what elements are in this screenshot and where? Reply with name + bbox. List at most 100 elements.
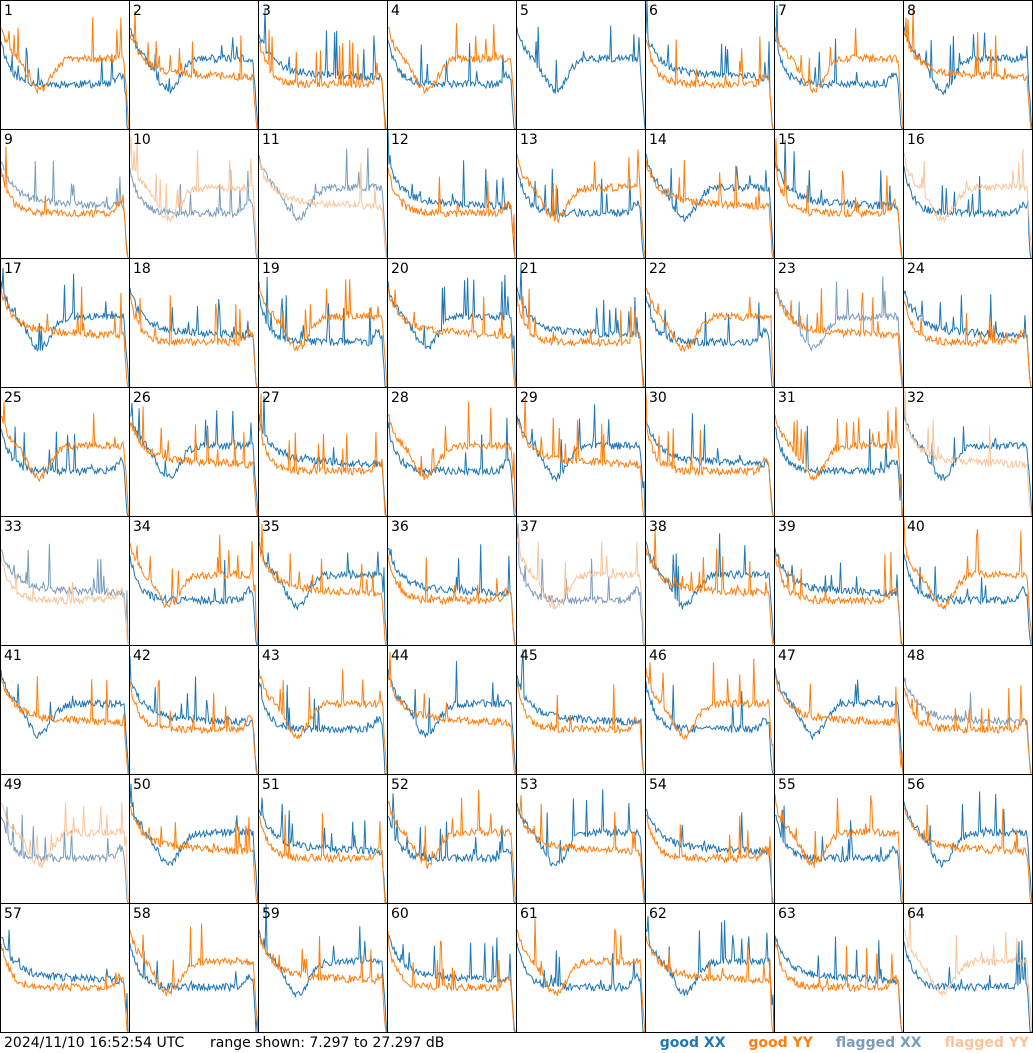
- panel-plot: [130, 136, 258, 258]
- panel-plot: [130, 656, 258, 774]
- panel-label: 53: [520, 777, 538, 793]
- series-line-good-yy: [775, 138, 903, 258]
- panel-label: 6: [649, 3, 658, 19]
- antenna-panel: 60: [387, 903, 517, 1033]
- panel-label: 52: [391, 777, 409, 793]
- panel-label: 24: [907, 261, 925, 277]
- panel-label: 42: [133, 648, 151, 664]
- series-line-good-xx: [775, 4, 903, 129]
- panel-label: 54: [649, 777, 667, 793]
- panel-plot: [130, 402, 258, 516]
- panel-label: 2: [133, 3, 142, 19]
- series-line-good-xx: [517, 166, 645, 258]
- series-line-good-yy: [388, 23, 516, 129]
- panel-plot: [517, 523, 645, 645]
- series-line-good-yy: [388, 930, 516, 1032]
- panel-label: 32: [907, 390, 925, 406]
- series-line-good-xx: [388, 544, 516, 645]
- panel-plot: [646, 658, 774, 774]
- panel-label: 40: [907, 519, 925, 535]
- panel-plot: [1, 267, 129, 387]
- panel-plot: [904, 9, 1032, 129]
- panel-label: 11: [262, 132, 280, 148]
- series-line-good-xx: [775, 425, 903, 516]
- antenna-panel: 44: [387, 645, 517, 775]
- antenna-panel: 61: [516, 903, 646, 1033]
- series-line-good-yy: [517, 680, 645, 774]
- antenna-panel: 26: [129, 387, 259, 517]
- series-line-good-xx: [130, 783, 258, 903]
- series-line-good-xx: [775, 935, 903, 1032]
- panel-label: 33: [4, 519, 22, 535]
- series-line-good-yy: [1, 401, 129, 516]
- panel-plot: [646, 393, 774, 516]
- antenna-panel: 34: [129, 516, 259, 646]
- series-line-good-yy: [775, 26, 903, 129]
- panel-label: 36: [391, 519, 409, 535]
- series-line-good-yy: [259, 29, 387, 129]
- panel-label: 28: [391, 390, 409, 406]
- panel-plot: [130, 288, 258, 387]
- panel-plot: [904, 388, 1032, 516]
- panel-label: 45: [520, 648, 538, 664]
- series-line-good-yy: [517, 795, 645, 903]
- panel-plot: [646, 808, 774, 903]
- series-line-good-yy: [517, 918, 645, 1032]
- series-line-good-xx: [130, 402, 258, 516]
- series-line-flagged-yy: [904, 388, 1032, 516]
- panel-label: 39: [778, 519, 796, 535]
- panel-label: 19: [262, 261, 280, 277]
- panel-plot: [904, 791, 1032, 903]
- series-line-good-xx: [904, 940, 1032, 1032]
- antenna-panel: 8: [903, 0, 1033, 130]
- series-line-flagged-yy: [904, 148, 1032, 258]
- series-line-flagged-yy: [517, 533, 645, 645]
- antenna-panel: 13: [516, 129, 646, 259]
- legend-good-yy: good YY: [748, 1035, 813, 1051]
- series-line-good-xx: [1, 41, 129, 129]
- antenna-panel: 40: [903, 516, 1033, 646]
- panel-plot: [517, 918, 645, 1032]
- panel-plot: [388, 274, 516, 387]
- panel-plot: [646, 287, 774, 387]
- series-line-good-xx: [388, 793, 516, 903]
- panel-plot: [517, 149, 645, 258]
- series-line-good-xx: [388, 274, 516, 386]
- panel-label: 27: [262, 390, 280, 406]
- panel-label: 37: [520, 519, 538, 535]
- antenna-panel: 43: [258, 645, 388, 775]
- series-line-good-xx: [775, 139, 903, 258]
- series-line-good-xx: [130, 555, 258, 645]
- antenna-panel: 52: [387, 774, 517, 904]
- antenna-panel: 57: [0, 903, 130, 1033]
- panel-plot: [388, 130, 516, 258]
- series-line-good-yy: [130, 923, 258, 1030]
- series-line-good-xx: [646, 808, 774, 903]
- series-line-good-xx: [646, 153, 774, 258]
- panel-plot: [130, 923, 258, 1032]
- antenna-panel: 2: [129, 0, 259, 130]
- series-line-flagged-xx: [130, 167, 258, 258]
- series-line-good-xx: [1, 669, 129, 774]
- panel-plot: [646, 528, 774, 645]
- panel-plot: [517, 789, 645, 903]
- antenna-panel: 41: [0, 645, 130, 775]
- series-line-good-yy: [775, 941, 903, 1032]
- series-line-good-xx: [904, 166, 1032, 258]
- series-line-good-yy: [517, 396, 645, 516]
- antenna-panel: 25: [0, 387, 130, 517]
- panel-plot: [1, 802, 129, 903]
- antenna-panel: 31: [774, 387, 904, 517]
- series-line-good-yy: [259, 935, 387, 1032]
- series-line-good-xx: [904, 402, 1032, 516]
- series-line-good-yy: [130, 10, 258, 129]
- legend-good-xx: good XX: [659, 1035, 726, 1051]
- series-line-good-xx: [259, 681, 387, 774]
- panel-label: 50: [133, 777, 151, 793]
- series-line-good-xx: [517, 264, 645, 387]
- series-line-good-xx: [517, 942, 645, 1032]
- series-line-good-yy: [259, 669, 387, 774]
- panel-label: 14: [649, 132, 667, 148]
- antenna-panel: 12: [387, 129, 517, 259]
- series-line-good-yy: [259, 279, 387, 387]
